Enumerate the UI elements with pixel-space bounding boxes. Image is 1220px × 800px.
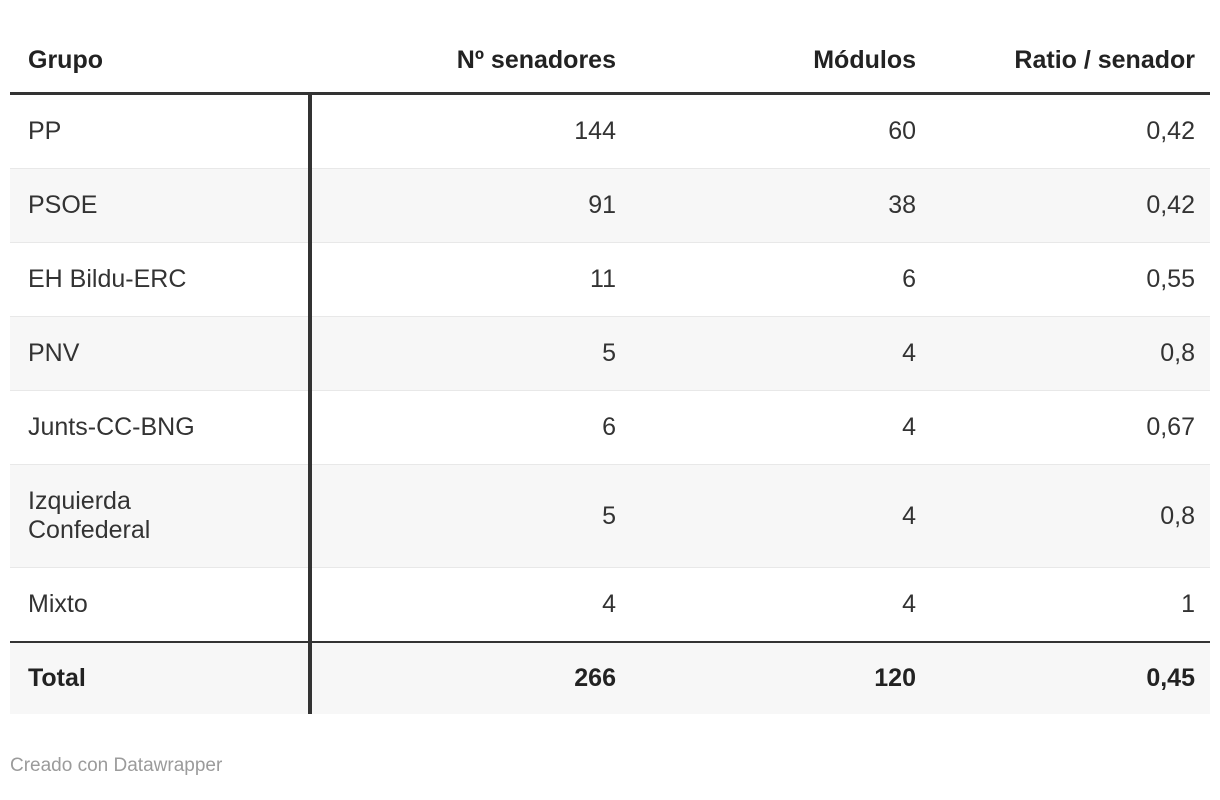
senate-groups-table: Grupo Nº senadores Módulos Ratio / senad… (10, 28, 1210, 714)
table-row-psoe: PSOE 91 38 0,42 (10, 168, 1210, 243)
cell-grupo: Izquierda Confederal (10, 464, 312, 568)
cell-modulos: 4 (640, 316, 940, 391)
cell-ratio: 0,8 (940, 316, 1210, 391)
cell-grupo: PNV (10, 316, 312, 391)
cell-grupo: Mixto (10, 567, 312, 642)
cell-modulos: 4 (640, 464, 940, 568)
cell-grupo: PP (10, 93, 312, 169)
table-row-pnv: PNV 5 4 0,8 (10, 316, 1210, 391)
group-label: PSOE (28, 191, 98, 219)
cell-senadores-total: 266 (310, 641, 640, 714)
cell-senadores: 4 (310, 567, 640, 642)
total-label: Total (28, 664, 86, 692)
cell-modulos: 38 (640, 168, 940, 243)
column-header-ratio: Ratio / senador (940, 28, 1210, 95)
cell-grupo: EH Bildu-ERC (10, 242, 312, 317)
cell-senadores: 6 (310, 390, 640, 465)
table-container: Grupo Nº senadores Módulos Ratio / senad… (10, 28, 1210, 714)
group-label: Junts-CC-BNG (28, 413, 195, 441)
table-row-izquierda-confederal: Izquierda Confederal 5 4 0,8 (10, 464, 1210, 568)
cell-ratio: 0,67 (940, 390, 1210, 465)
table-row-total: Total 266 120 0,45 (10, 641, 1210, 714)
cell-modulos: 4 (640, 567, 940, 642)
group-label: Izquierda Confederal (28, 487, 151, 544)
table-row-junts-cc-bng: Junts-CC-BNG 6 4 0,67 (10, 390, 1210, 465)
group-label: Mixto (28, 590, 88, 618)
table-body: PP 144 60 0,42 PSOE 91 38 0,42 EH Bildu-… (10, 93, 1210, 714)
column-header-modulos: Módulos (640, 28, 940, 95)
group-label: EH Bildu-ERC (28, 265, 187, 293)
datawrapper-credit-link[interactable]: Creado con Datawrapper (10, 755, 223, 776)
header-row: Grupo Nº senadores Módulos Ratio / senad… (10, 28, 1210, 95)
cell-ratio: 1 (940, 567, 1210, 642)
cell-senadores: 5 (310, 316, 640, 391)
table-row-pp: PP 144 60 0,42 (10, 93, 1210, 169)
cell-modulos-total: 120 (640, 641, 940, 714)
cell-grupo-total: Total (10, 641, 312, 714)
table-row-ehbildu-erc: EH Bildu-ERC 11 6 0,55 (10, 242, 1210, 317)
cell-modulos: 6 (640, 242, 940, 317)
column-header-grupo: Grupo (10, 28, 310, 95)
cell-ratio: 0,42 (940, 168, 1210, 243)
cell-grupo: Junts-CC-BNG (10, 390, 312, 465)
group-label: PP (28, 117, 62, 145)
table-header: Grupo Nº senadores Módulos Ratio / senad… (10, 28, 1210, 95)
cell-senadores: 5 (310, 464, 640, 568)
cell-ratio-total: 0,45 (940, 641, 1210, 714)
cell-ratio: 0,8 (940, 464, 1210, 568)
cell-modulos: 60 (640, 93, 940, 169)
attribution-footer: Creado con Datawrapper (10, 754, 1210, 778)
cell-ratio: 0,55 (940, 242, 1210, 317)
cell-modulos: 4 (640, 390, 940, 465)
column-header-senadores: Nº senadores (310, 28, 640, 95)
cell-senadores: 11 (310, 242, 640, 317)
group-label: PNV (28, 339, 80, 367)
cell-senadores: 144 (310, 93, 640, 169)
cell-ratio: 0,42 (940, 93, 1210, 169)
cell-grupo: PSOE (10, 168, 312, 243)
cell-senadores: 91 (310, 168, 640, 243)
table-row-mixto: Mixto 4 4 1 (10, 567, 1210, 642)
